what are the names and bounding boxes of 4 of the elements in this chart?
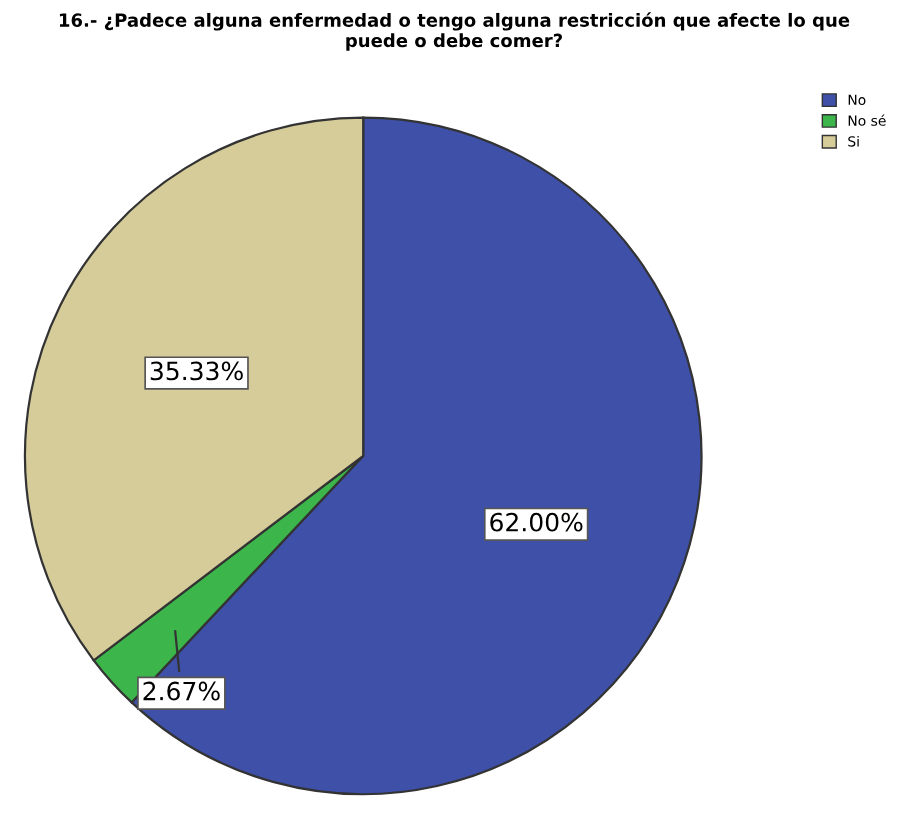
chart-title: 16.- ¿Padece alguna enfermedad o tengo alguna restricción que afecte lo que puede o debe comer? — [59, 12, 850, 51]
data-label: 2.67% — [143, 681, 220, 701]
data-label: 35.33% — [150, 361, 243, 381]
data-label: 62.00% — [490, 512, 583, 532]
